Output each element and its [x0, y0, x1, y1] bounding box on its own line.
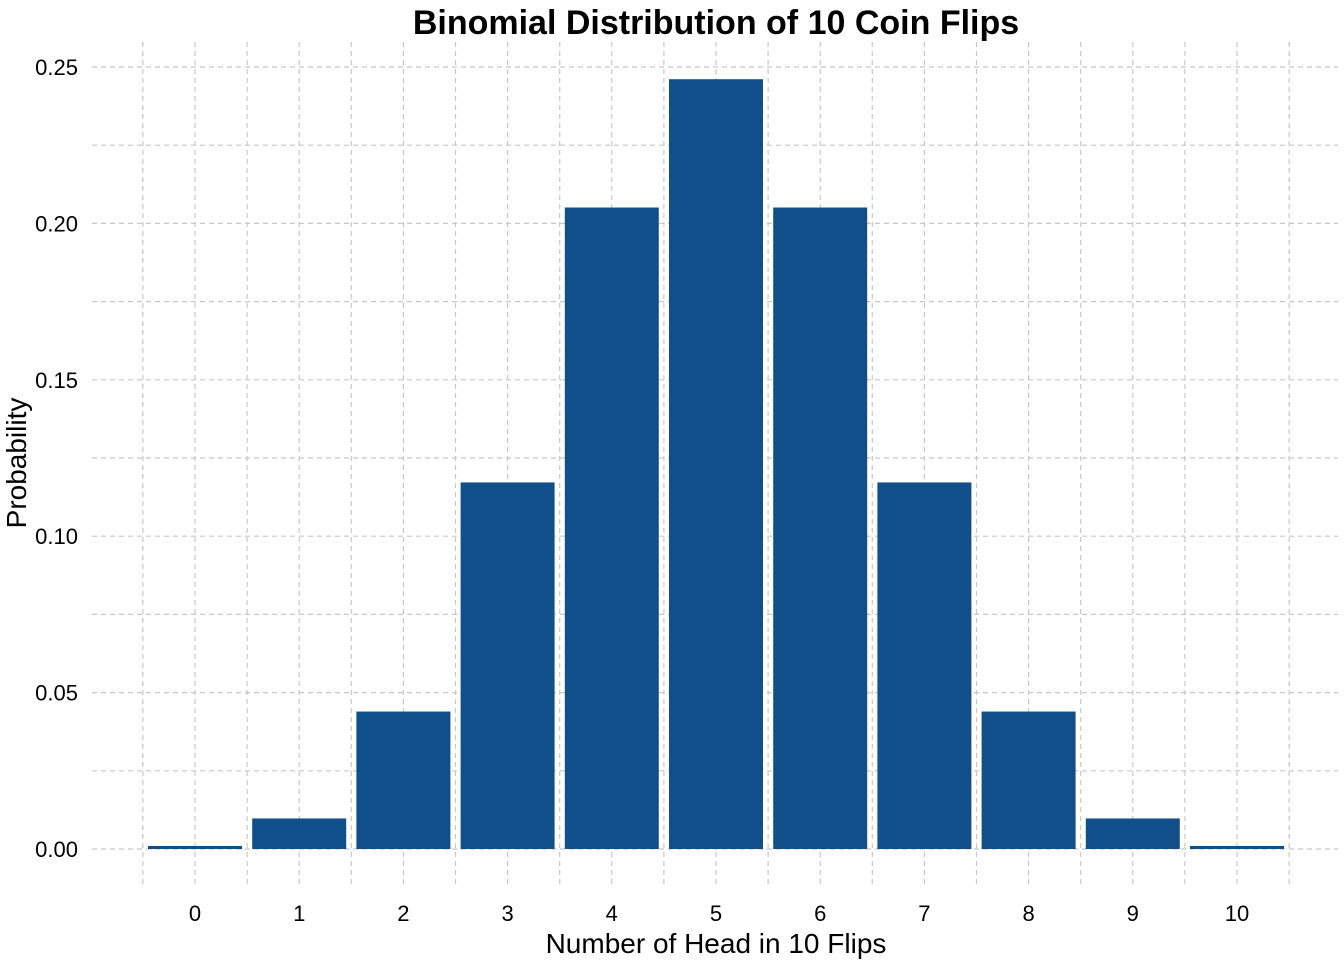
x-tick-label: 2	[397, 901, 409, 926]
x-tick-label: 9	[1127, 901, 1139, 926]
bar-6	[773, 207, 868, 850]
x-tick-labels: 0 1 2 3 4 5 6 7 8 9 10	[189, 901, 1249, 926]
bars	[148, 79, 1284, 850]
bar-3	[460, 482, 555, 849]
bar-7	[877, 482, 972, 849]
y-tick-label: 0.25	[35, 55, 78, 80]
y-axis-title: Probability	[1, 398, 32, 529]
bar-0	[148, 845, 242, 849]
bar-2	[356, 711, 451, 849]
x-tick-label: 7	[918, 901, 930, 926]
bar-9	[1085, 818, 1180, 849]
y-tick-label: 0.15	[35, 368, 78, 393]
x-tick-label: 8	[1022, 901, 1034, 926]
x-axis-title: Number of Head in 10 Flips	[546, 928, 887, 959]
y-tick-label: 0.00	[35, 837, 78, 862]
x-tick-label: 3	[501, 901, 513, 926]
x-tick-label: 1	[293, 901, 305, 926]
bar-5	[669, 79, 763, 850]
chart-title: Binomial Distribution of 10 Coin Flips	[413, 4, 1019, 42]
bar-8	[981, 711, 1076, 849]
y-tick-labels: 0.00 0.05 0.10 0.15 0.20 0.25	[35, 55, 78, 862]
y-tick-label: 0.10	[35, 524, 78, 549]
bar-1	[252, 818, 347, 849]
x-tick-label: 4	[606, 901, 618, 926]
x-tick-label: 6	[814, 901, 826, 926]
x-tick-label: 5	[710, 901, 722, 926]
y-tick-label: 0.20	[35, 211, 78, 236]
bar-10	[1190, 845, 1284, 849]
y-tick-label: 0.05	[35, 681, 78, 706]
x-tick-label: 0	[189, 901, 201, 926]
x-tick-label: 10	[1225, 901, 1249, 926]
bar-4	[564, 207, 659, 850]
